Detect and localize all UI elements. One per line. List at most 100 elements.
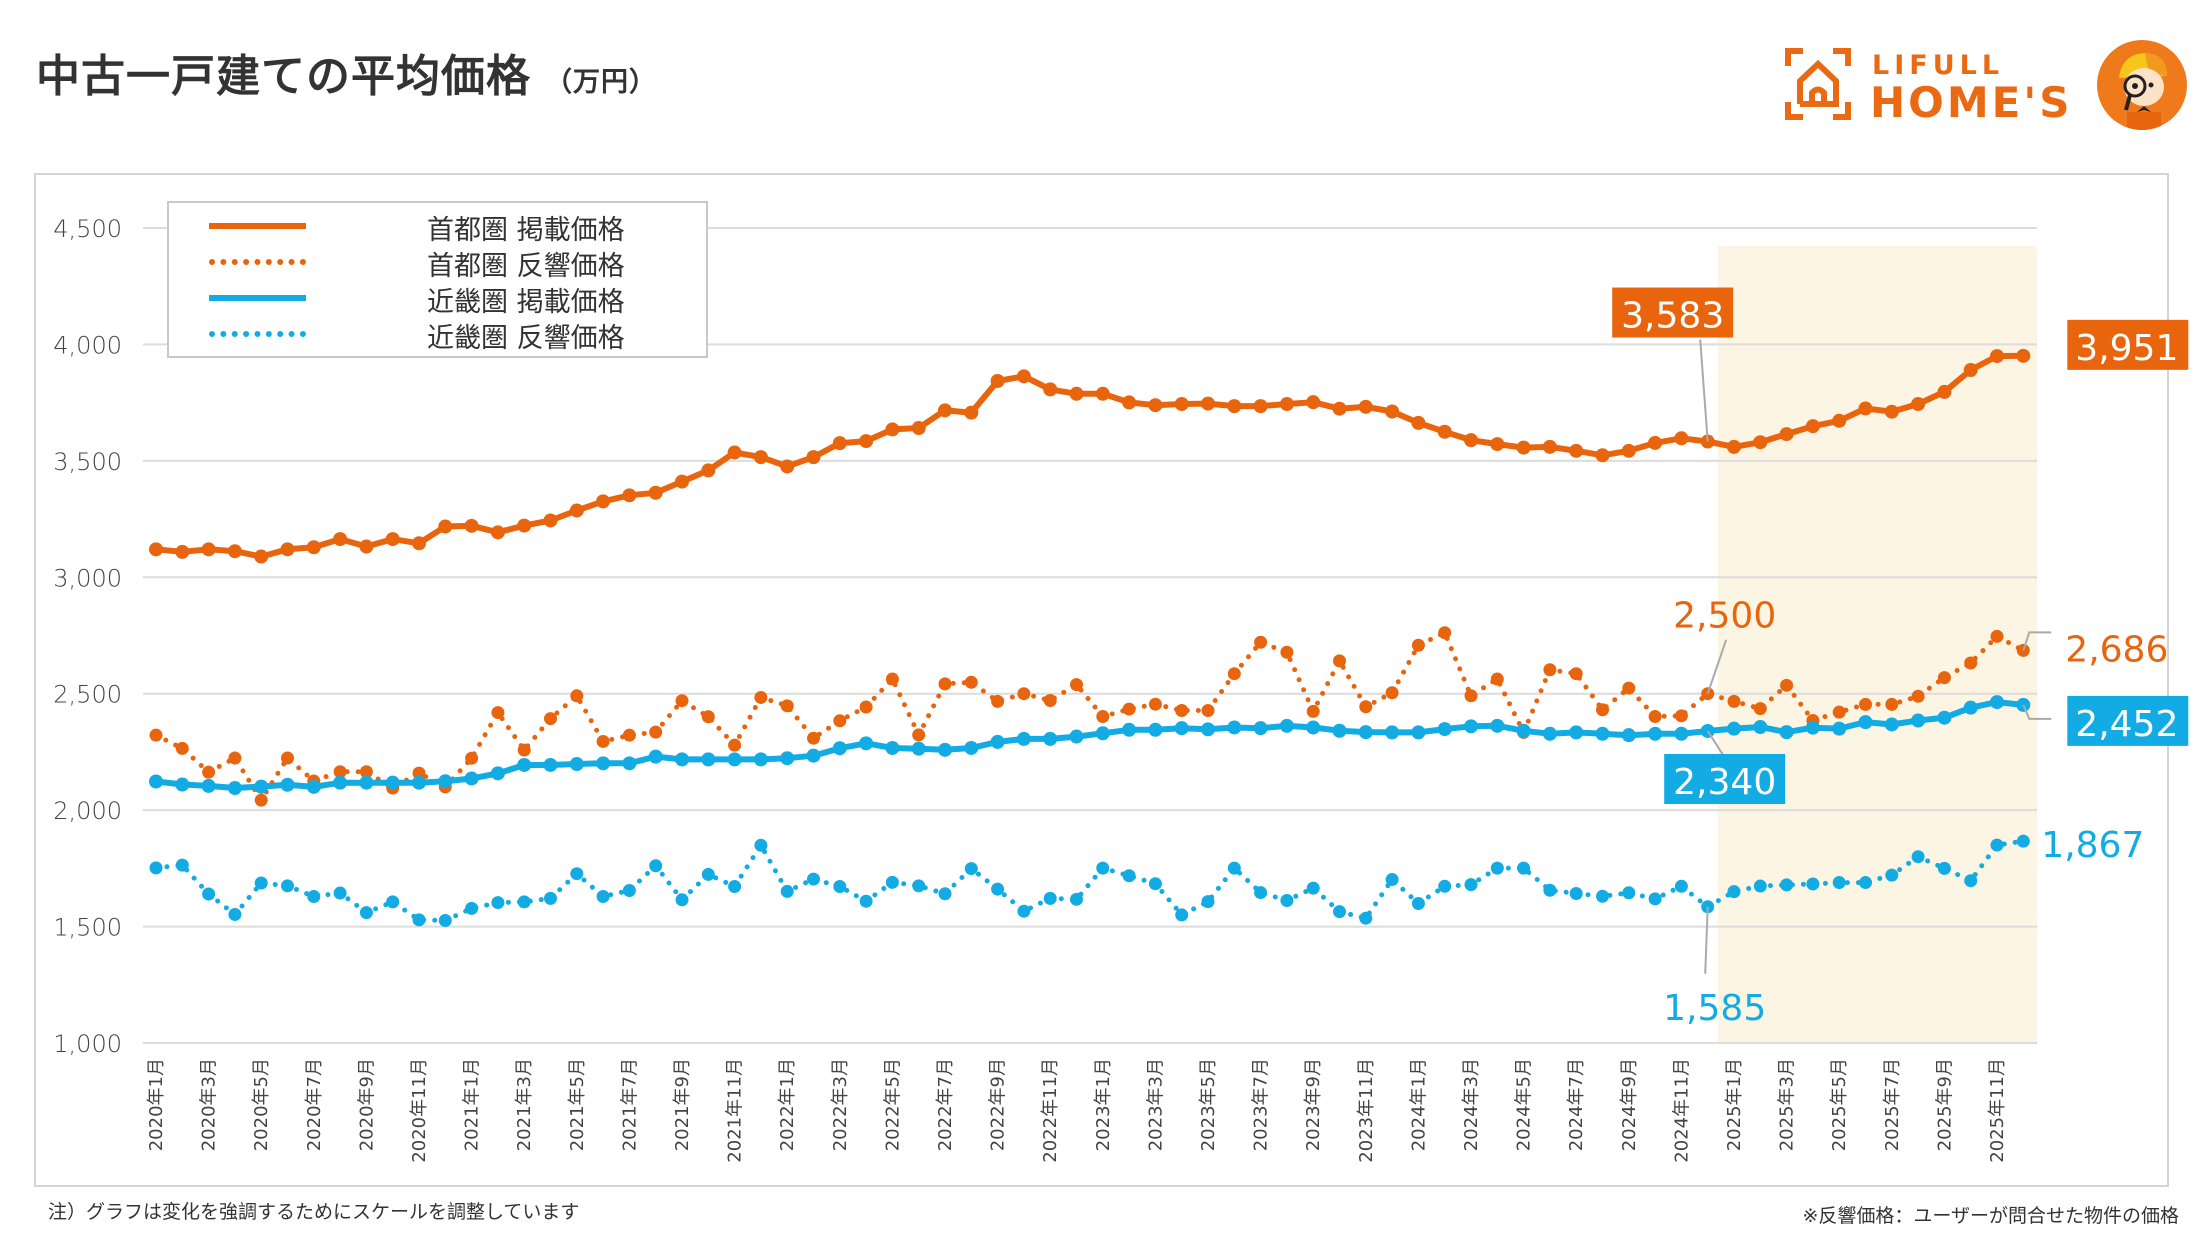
data-point (333, 886, 347, 900)
x-tick-label: 2025年5月 (1829, 1058, 1850, 1151)
data-point (780, 699, 794, 713)
data-point (1805, 720, 1820, 735)
data-point (1832, 413, 1847, 428)
data-point (1016, 731, 1031, 746)
title-text: 中古一戸建ての平均価格 (36, 51, 531, 102)
data-point (280, 542, 295, 557)
data-point (1753, 435, 1768, 450)
data-point (596, 756, 611, 771)
x-tick-label: 2021年7月 (619, 1058, 640, 1151)
data-point (1884, 404, 1899, 419)
data-point (832, 436, 847, 451)
data-point (1043, 382, 1058, 397)
data-point (359, 775, 374, 790)
data-point (464, 771, 479, 786)
data-point (1885, 697, 1899, 711)
data-label: 3,583 (1612, 287, 1734, 442)
data-point (807, 872, 820, 886)
data-point (1911, 850, 1925, 864)
data-point (754, 838, 768, 852)
data-point (1648, 710, 1662, 724)
x-tick-label: 2025年7月 (1882, 1058, 1903, 1151)
legend-swatch-dotted-orange (209, 259, 306, 265)
legend-swatch-dotted-blue (209, 331, 306, 337)
data-point (727, 445, 742, 460)
data-point (412, 913, 426, 927)
data-point (254, 549, 269, 564)
x-tick-label: 2022年3月 (830, 1058, 851, 1151)
data-point (1148, 697, 1162, 711)
data-point (675, 694, 689, 708)
data-point (1043, 693, 1057, 707)
data-point (1174, 721, 1189, 736)
data-point (964, 405, 979, 420)
label-box (2067, 695, 2189, 746)
x-tick-label: 2020年7月 (304, 1058, 325, 1151)
data-point (1963, 363, 1978, 378)
data-point (885, 875, 899, 889)
data-point (1358, 399, 1373, 414)
data-point (333, 775, 348, 790)
data-point (622, 488, 637, 503)
data-point (1543, 663, 1557, 677)
data-point (1621, 443, 1636, 458)
label-text: 3,951 (2075, 328, 2178, 369)
data-point (1254, 635, 1268, 649)
data-point (938, 742, 952, 757)
data-point (1385, 404, 1400, 419)
data-point (1753, 702, 1767, 716)
data-point (1201, 895, 1215, 909)
legend-swatch-solid-blue (209, 295, 306, 301)
data-point (649, 859, 663, 873)
x-tick-label: 2023年1月 (1093, 1058, 1114, 1151)
data-point (1332, 723, 1347, 738)
y-tick-label: 1,500 (53, 914, 122, 942)
data-point (1279, 718, 1294, 733)
data-point (1885, 868, 1899, 882)
legend-item-tokyo-listing: 首都圏 掲載価格 (169, 208, 706, 246)
data-point (412, 766, 426, 780)
data-point (1096, 710, 1110, 724)
data-point (859, 894, 873, 908)
legend-item-tokyo-inquiry: 首都圏 反響価格 (169, 244, 706, 282)
data-point (1332, 401, 1347, 416)
data-point (990, 734, 1005, 749)
data-point (1201, 722, 1215, 737)
data-point (1674, 431, 1689, 446)
data-point (727, 752, 742, 767)
data-point (1859, 697, 1872, 711)
data-point (832, 741, 847, 756)
x-tick-label: 2024年3月 (1461, 1058, 1482, 1151)
data-point (780, 459, 795, 474)
data-point (753, 752, 768, 767)
label-text: 1,867 (2041, 825, 2144, 866)
data-point (1858, 715, 1873, 730)
highlight-band-2025 (1717, 246, 2037, 1043)
data-point (438, 914, 452, 928)
x-tick-label: 2024年9月 (1619, 1058, 1640, 1151)
data-point (307, 890, 321, 904)
data-point (675, 474, 689, 489)
x-tick-label: 2024年11月 (1671, 1058, 1692, 1163)
data-point (517, 743, 531, 757)
data-point (1306, 720, 1321, 735)
data-point (1175, 703, 1189, 717)
y-tick-label: 3,000 (53, 564, 122, 592)
data-label: 3,951 (2067, 319, 2189, 370)
legend-swatch-solid-orange (209, 223, 306, 229)
data-point (569, 757, 584, 772)
data-point (149, 728, 163, 742)
data-point (885, 740, 900, 755)
data-point (1832, 705, 1846, 719)
x-tick-label: 2021年1月 (462, 1058, 483, 1151)
data-point (569, 503, 584, 518)
data-point (1621, 728, 1636, 743)
data-point (1227, 667, 1241, 681)
x-tick-label: 2023年11月 (1356, 1058, 1377, 1163)
data-point (728, 880, 742, 894)
x-tick-label: 2025年1月 (1724, 1058, 1745, 1151)
data-point (280, 777, 295, 792)
label-text: 2,500 (1673, 596, 1776, 637)
data-point (938, 677, 952, 691)
data-point (807, 731, 820, 745)
